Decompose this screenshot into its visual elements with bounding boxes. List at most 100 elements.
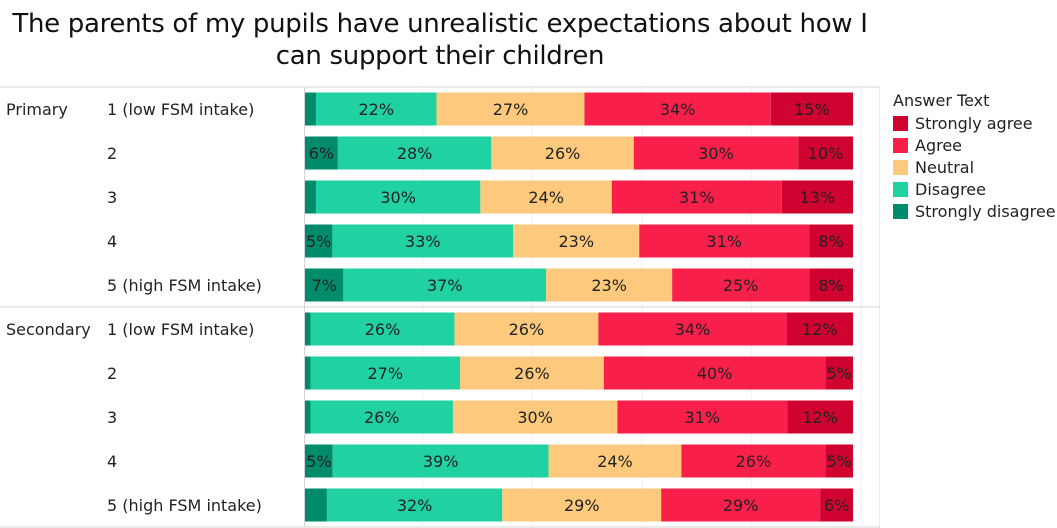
- legend-item: Strongly agree: [893, 112, 1056, 134]
- bar-segment-neutral: [513, 224, 640, 258]
- bar-segment-agree: [611, 180, 782, 214]
- bar-segment-strongly-disagree: [305, 136, 338, 170]
- data-label: 27%: [493, 100, 529, 119]
- row-label: 4: [107, 232, 117, 251]
- data-label: 15%: [794, 100, 830, 119]
- row-label: 5 (high FSM intake): [107, 276, 262, 295]
- data-label: 34%: [660, 100, 696, 119]
- bar-segment-agree: [633, 136, 799, 170]
- data-label: 5%: [826, 364, 851, 383]
- data-label: 10%: [808, 144, 844, 163]
- data-label: 5%: [826, 452, 851, 471]
- data-label: 26%: [364, 408, 400, 427]
- data-label: 23%: [591, 276, 627, 295]
- data-label: 24%: [528, 188, 564, 207]
- bar-segment-disagree: [315, 180, 481, 214]
- bar-segment-neutral: [452, 400, 618, 434]
- bar-segment-disagree: [310, 356, 460, 390]
- bar-segment-strongly-agree: [809, 224, 853, 258]
- row-label: 2: [107, 144, 117, 163]
- stacked-bar-chart: Primary 1 (low FSM intake) 22% 27% 34% 15%2 6%…: [0, 86, 880, 528]
- data-label: 27%: [367, 364, 403, 383]
- legend-item: Disagree: [893, 178, 1056, 200]
- data-label: 33%: [405, 232, 441, 251]
- data-label: 8%: [818, 232, 843, 251]
- group-label: Primary: [6, 100, 68, 119]
- legend-swatch: [893, 203, 908, 219]
- bar-segment-strongly-agree: [770, 92, 853, 126]
- data-label: 12%: [802, 320, 838, 339]
- group-label: Secondary: [6, 320, 91, 339]
- bar-segment-disagree: [337, 136, 492, 170]
- bar-segment-strongly-agree: [825, 444, 853, 478]
- bar-segment-strongly-disagree: [305, 356, 311, 390]
- data-label: 40%: [697, 364, 733, 383]
- bar-segment-disagree: [326, 488, 503, 522]
- data-label: 22%: [358, 100, 394, 119]
- data-label: 12%: [802, 408, 838, 427]
- bar-segment-neutral: [436, 92, 585, 126]
- bar-segment-agree: [681, 444, 826, 478]
- data-label: 26%: [514, 364, 550, 383]
- data-label: 7%: [311, 276, 336, 295]
- bar-segment-strongly-agree: [825, 356, 853, 390]
- data-label: 30%: [698, 144, 734, 163]
- legend-title: Answer Text: [893, 91, 990, 110]
- data-label: 32%: [397, 496, 433, 515]
- data-label: 8%: [818, 276, 843, 295]
- row-label: 3: [107, 408, 117, 427]
- data-label: 31%: [706, 232, 742, 251]
- bar-segment-neutral: [454, 312, 599, 346]
- legend-swatch: [893, 181, 908, 197]
- data-label: 29%: [723, 496, 759, 515]
- row-label: 3: [107, 188, 117, 207]
- data-label: 34%: [675, 320, 711, 339]
- bar-segment-neutral: [491, 136, 634, 170]
- bar-segment-neutral: [502, 488, 662, 522]
- data-label: 26%: [509, 320, 545, 339]
- chart-title: The parents of my pupils have unrealisti…: [0, 8, 880, 72]
- bar-segment-disagree: [310, 400, 453, 434]
- legend-swatch: [893, 137, 908, 153]
- bar-segment-agree: [672, 268, 810, 302]
- bar-segment-strongly-agree: [786, 312, 853, 346]
- data-label: 26%: [545, 144, 581, 163]
- bar-segment-disagree: [343, 268, 547, 302]
- data-label: 39%: [423, 452, 459, 471]
- bar-segment-strongly-disagree: [305, 224, 333, 258]
- bar-segment-disagree: [332, 444, 549, 478]
- data-label: 26%: [736, 452, 772, 471]
- bar-segment-neutral: [480, 180, 612, 214]
- bar-segment-neutral: [546, 268, 673, 302]
- row-label: 2: [107, 364, 117, 383]
- bar-segment-neutral: [548, 444, 682, 478]
- legend-label: Neutral: [915, 157, 975, 177]
- bar-segment-strongly-disagree: [305, 400, 311, 434]
- legend-label: Strongly agree: [915, 113, 1033, 133]
- bar-segment-agree: [639, 224, 810, 258]
- legend-label: Disagree: [915, 179, 986, 199]
- bar-segment-disagree: [315, 92, 437, 126]
- legend-item: Agree: [893, 134, 1056, 156]
- data-label: 6%: [309, 144, 334, 163]
- bar-segment-disagree: [332, 224, 514, 258]
- legend-swatch: [893, 115, 908, 131]
- legend-label: Strongly disagree: [915, 201, 1056, 221]
- data-label: 26%: [365, 320, 401, 339]
- bar-segment-strongly-disagree: [305, 268, 344, 302]
- legend-item: Neutral: [893, 156, 1056, 178]
- bar-segment-strongly-agree: [787, 400, 853, 434]
- data-label: 5%: [306, 452, 331, 471]
- legend-label: Agree: [915, 135, 963, 155]
- bar-segment-strongly-agree: [809, 268, 853, 302]
- data-label: 37%: [427, 276, 463, 295]
- bar-segment-agree: [617, 400, 788, 434]
- data-label: 25%: [723, 276, 759, 295]
- data-label: 6%: [824, 496, 849, 515]
- bar-segment-strongly-disagree: [305, 180, 316, 214]
- bar-segment-agree: [603, 356, 826, 390]
- data-label: 23%: [558, 232, 594, 251]
- row-label: 5 (high FSM intake): [107, 496, 262, 515]
- chart-title-line-2: can support their children: [275, 41, 605, 71]
- bar-segment-agree: [661, 488, 821, 522]
